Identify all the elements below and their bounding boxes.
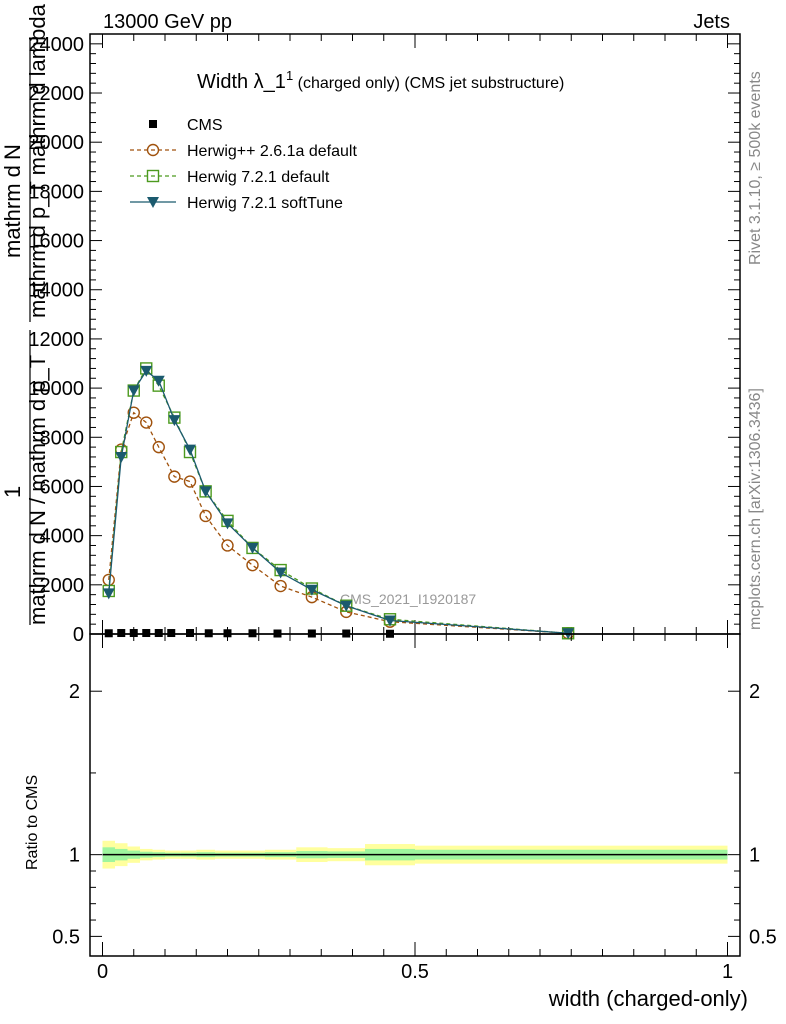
data-point: [184, 444, 196, 456]
main-ytick-label: 24000: [28, 34, 84, 56]
series-line: [108, 411, 569, 634]
main-ytick-label: 6000: [40, 476, 85, 498]
data-point: [246, 558, 259, 572]
ylabel-numerator-a: mathrm d: [0, 165, 25, 258]
main-ytick-label: 16000: [28, 231, 84, 253]
data-point: [102, 588, 115, 600]
main-ytick-label: 12000: [28, 329, 84, 351]
data-point: [199, 509, 212, 523]
legend-label: Herwig 7.2.1 default: [187, 169, 330, 186]
legend-label: CMS: [187, 117, 223, 134]
legend: CMS Herwig++ 2.6.1a default Herwig 7.2.1 d…: [130, 117, 357, 212]
main-ytick-label: 4000: [40, 526, 85, 548]
ratio-ytick-label-right: 1: [749, 845, 760, 867]
main-ytick-label: 14000: [28, 280, 84, 302]
plot-title: Width λ_11 (charged only) (CMS jet subst…: [197, 68, 564, 93]
main-ytick-label: 0: [73, 624, 84, 646]
xtick-label: 0: [97, 961, 108, 983]
data-point: [140, 416, 153, 429]
series-2: [102, 362, 575, 640]
ratio-frame: [89, 633, 741, 957]
data-point: [168, 470, 181, 483]
data-point: [152, 375, 165, 387]
series-3: [102, 365, 575, 640]
main-ytick-label: 20000: [28, 132, 84, 154]
data-point: [221, 539, 234, 552]
data-point: [117, 629, 126, 638]
data-point: [127, 406, 140, 419]
ylabel-denominator: mathrm d p_T mathrm d lambda: [25, 3, 50, 318]
legend-entry: Herwig 7.2.1 softTune: [130, 195, 343, 212]
data-point: [246, 542, 259, 554]
series-line: [108, 367, 569, 634]
ylabel-prefix: 1: [0, 486, 25, 498]
main-ytick-label: 10000: [28, 378, 84, 400]
data-point: [168, 415, 181, 427]
main-axis-ticks: 0 2000 4000 6000 8000 10000 12000 14000 16000 180…: [28, 34, 740, 646]
data-point: [129, 629, 138, 638]
legend-label: Herwig++ 2.6.1a default: [187, 143, 357, 160]
ratio-ytick-label-right: 2: [749, 681, 760, 703]
ratio-axis-ticks: 0.5 0.5 1 1 2 2 0 0.5 1: [52, 634, 777, 983]
main-series: [102, 362, 575, 640]
watermark: CMS_2021_I1920187: [340, 591, 476, 607]
xlabel: width (charged-only): [548, 986, 748, 1011]
data-point: [384, 615, 396, 627]
xtick-label: 1: [722, 961, 733, 983]
legend-entry: Herwig++ 2.6.1a default: [130, 143, 357, 160]
data-point: [167, 629, 176, 638]
data-point: [305, 584, 318, 596]
data-point: [115, 451, 128, 463]
legend-label: Herwig 7.2.1 softTune: [187, 195, 343, 212]
title-sup: 1: [286, 68, 293, 83]
data-point: [154, 629, 163, 638]
legend-entry: CMS: [149, 117, 223, 134]
xtick-label: 0.5: [401, 961, 429, 983]
data-point: [186, 629, 194, 638]
main-ytick-label: 2000: [40, 575, 85, 597]
series-1: [102, 406, 575, 640]
title-main: Width λ_1: [197, 71, 286, 93]
ratio-ytick-label: 1: [69, 845, 80, 867]
ylabel-numerator-b: N: [0, 144, 25, 160]
ratio-ytick-label: 0.5: [52, 926, 80, 948]
ylabel-prefix-den: mathrm d N / mathrm d p_T: [25, 355, 50, 625]
data-point: [274, 567, 287, 579]
ratio-ytick-label-right: 0.5: [749, 926, 777, 948]
main-ytick-label: 8000: [40, 427, 85, 449]
data-point: [127, 385, 140, 397]
data-point: [340, 600, 353, 612]
data-point: [183, 475, 197, 488]
legend-marker: [146, 143, 160, 157]
title-rest: (charged only) (CMS jet substructure): [293, 75, 564, 92]
ylabel-ratio: Ratio to CMS: [24, 775, 41, 870]
legend-entry: Herwig 7.2.1 default: [130, 169, 330, 186]
data-point: [199, 486, 212, 498]
main-ytick-label: 18000: [28, 181, 84, 203]
legend-marker: [149, 120, 157, 128]
main-ytick-label: 22000: [28, 83, 84, 105]
legend-marker: [146, 169, 160, 183]
data-point: [152, 440, 165, 454]
legend-marker: [147, 197, 159, 208]
data-point: [140, 365, 153, 377]
series-line: [108, 369, 569, 634]
header-right: Jets: [693, 11, 730, 33]
side-label-top: Rivet 3.1.10, ≥ 500k events: [747, 71, 764, 265]
data-point: [221, 518, 234, 530]
data-point: [142, 629, 151, 638]
ylabel-main: mathrm d N mathrm d p_T mathrm d lambda …: [0, 3, 50, 625]
data-point: [274, 579, 287, 593]
header-left: 13000 GeV pp: [103, 11, 232, 33]
ratio-ytick-label: 2: [69, 681, 80, 703]
side-label-bottom: mcplots.cern.ch [arXiv:1306.3436]: [747, 388, 764, 630]
